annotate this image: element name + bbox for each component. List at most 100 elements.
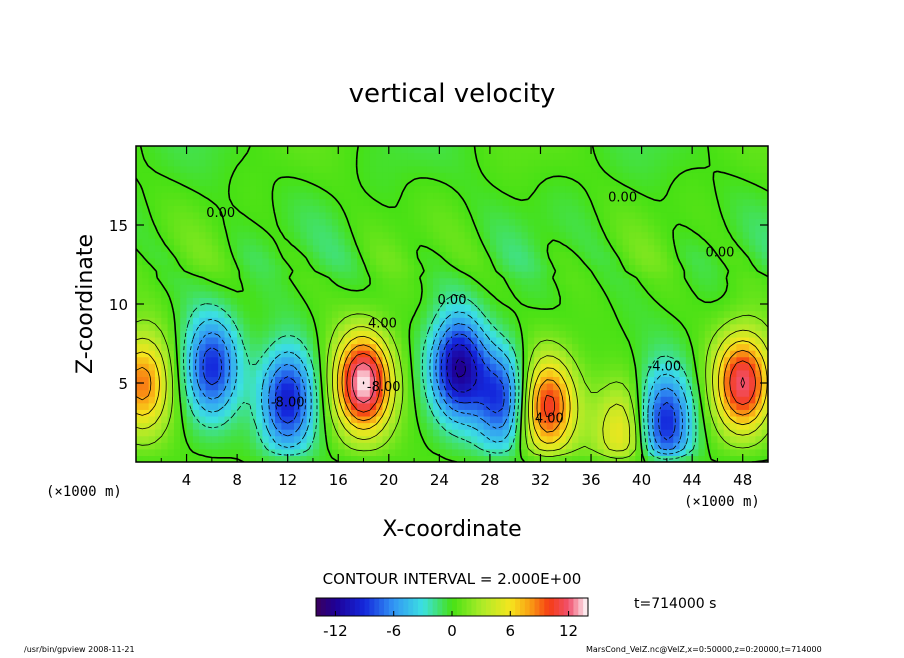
field-cell	[736, 238, 744, 246]
field-cell	[610, 165, 617, 173]
field-cell	[647, 376, 655, 384]
field-cell	[237, 165, 245, 173]
field-cell	[420, 415, 428, 424]
field-cell	[312, 225, 320, 233]
field-cell	[698, 415, 706, 424]
field-cell	[331, 185, 339, 193]
field-cell	[350, 218, 358, 226]
field-cell	[660, 429, 668, 437]
field-cell	[350, 448, 358, 457]
field-cell	[546, 277, 554, 285]
field-cell	[489, 356, 497, 364]
field-cell	[591, 455, 598, 462]
field-cell	[205, 231, 213, 239]
field-cell	[591, 356, 598, 364]
field-cell	[527, 402, 535, 410]
field-cell	[692, 343, 700, 351]
field-cell	[268, 297, 276, 305]
field-cell	[761, 389, 768, 397]
field-cell	[306, 271, 314, 279]
field-cell	[369, 290, 377, 299]
field-cell	[584, 383, 592, 391]
field-cell	[452, 383, 459, 391]
field-cell	[470, 448, 478, 457]
field-cell	[243, 442, 251, 450]
field-cell	[262, 257, 270, 266]
field-cell	[654, 323, 662, 331]
field-cell	[161, 343, 169, 351]
field-cell	[711, 277, 719, 285]
field-cell	[660, 205, 668, 213]
field-cell	[350, 290, 358, 299]
field-cell	[136, 244, 143, 252]
field-cell	[312, 159, 320, 167]
field-cell	[173, 448, 181, 457]
field-cell	[723, 257, 731, 266]
field-cell	[679, 205, 687, 213]
field-cell	[578, 422, 586, 430]
field-cell	[186, 409, 194, 417]
field-cell	[407, 415, 415, 424]
field-cell	[635, 323, 643, 331]
field-cell	[553, 356, 561, 364]
field-cell	[173, 310, 181, 318]
field-cell	[591, 271, 598, 279]
field-cell	[717, 271, 725, 279]
field-cell	[433, 165, 440, 173]
field-cell	[414, 271, 421, 279]
field-cell	[616, 244, 624, 252]
field-cell	[679, 455, 687, 462]
field-cell	[761, 409, 768, 417]
field-cell	[730, 198, 737, 206]
field-cell	[489, 152, 497, 160]
field-cell	[142, 297, 150, 305]
field-cell	[154, 225, 162, 233]
field-cell	[306, 448, 314, 457]
field-cell	[382, 172, 390, 180]
field-cell	[325, 363, 333, 371]
field-cell	[559, 297, 567, 305]
field-cell	[685, 264, 693, 272]
field-cell	[395, 356, 403, 364]
field-cell	[331, 317, 339, 325]
field-cell	[388, 415, 396, 424]
field-cell	[698, 442, 706, 450]
field-cell	[281, 343, 289, 351]
field-cell	[698, 172, 706, 180]
field-cell	[256, 152, 263, 160]
field-cell	[628, 231, 636, 239]
field-cell	[597, 356, 605, 364]
field-cell	[167, 159, 175, 167]
field-cell	[199, 165, 207, 173]
field-cell	[483, 304, 491, 312]
field-cell	[641, 146, 649, 154]
field-cell	[723, 192, 731, 200]
field-cell	[376, 172, 384, 180]
field-cell	[635, 422, 643, 430]
field-cell	[281, 317, 289, 325]
field-cell	[521, 396, 529, 404]
field-cell	[338, 310, 346, 318]
field-cell	[559, 442, 567, 450]
field-cell	[654, 198, 662, 206]
field-cell	[527, 317, 535, 325]
field-cell	[761, 165, 768, 173]
colorbar-swatch	[325, 598, 332, 616]
field-cell	[344, 310, 352, 318]
field-cell	[452, 389, 459, 397]
field-cell	[673, 455, 681, 462]
field-cell	[148, 225, 156, 233]
field-cell	[704, 409, 712, 417]
field-cell	[546, 297, 554, 305]
field-cell	[673, 264, 681, 272]
field-cell	[173, 304, 181, 312]
field-cell	[161, 429, 169, 437]
field-cell	[142, 336, 150, 345]
field-cell	[723, 323, 731, 331]
field-cell	[496, 422, 504, 430]
field-cell	[660, 330, 668, 338]
field-cell	[622, 290, 630, 299]
field-cell	[730, 376, 737, 384]
field-cell	[723, 422, 731, 430]
